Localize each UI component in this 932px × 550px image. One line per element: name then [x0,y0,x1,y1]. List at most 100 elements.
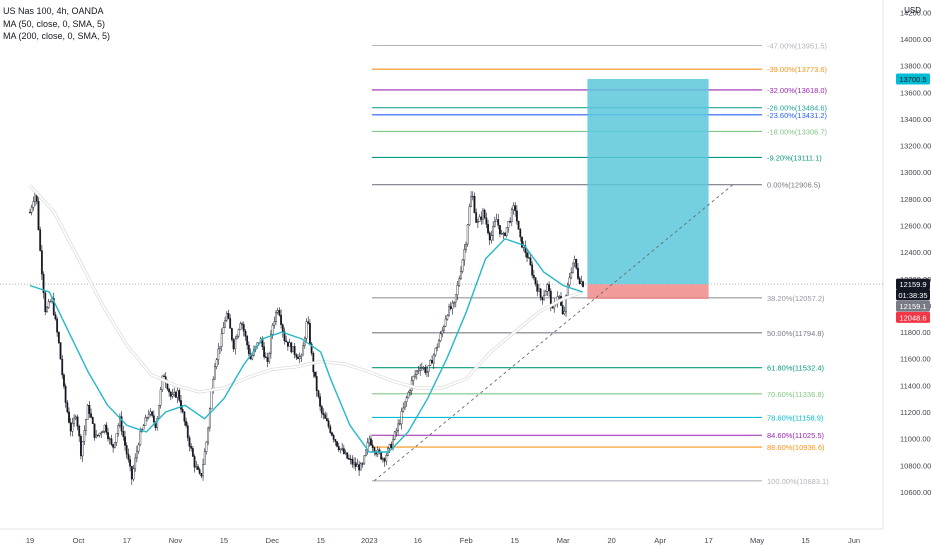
fib-level-label: 38.20%(12057.2) [767,294,825,303]
candle-body [432,354,435,364]
candle-body [426,371,428,373]
candle-body [149,411,152,415]
candle-body [74,416,77,419]
candle-body [195,466,198,468]
candle-body [246,336,249,346]
candle-body [361,463,364,465]
candle-body [90,413,92,418]
candle-body [371,444,374,448]
candle-body [510,209,513,223]
price-tick-label: 11600.00 [900,355,931,364]
candle-body [142,425,145,430]
candle-body [91,417,94,424]
candle-body [103,424,106,432]
candle-body [322,413,325,416]
candle-body [300,354,303,357]
candle-body [176,390,179,398]
candle-body [461,259,464,272]
candles [29,190,584,485]
candle-body [178,390,181,401]
candle-body [37,201,40,230]
candle-body [493,221,496,227]
candle-body [263,346,266,358]
price-tags: 13700.5 12159.9 01:38:35 12159.1 12048.6 [896,73,930,323]
candle-body [398,423,401,425]
ma200-legend[interactable]: MA (200, close, 0, SMA, 5) [3,31,111,41]
candle-body [414,374,416,377]
chart-title[interactable]: US Nas 100, 4h, OANDA [3,6,104,16]
candle-body [227,313,230,319]
candle-body [531,264,534,276]
fib-level-label: -23.60%(13431.2) [767,111,828,120]
price-tag-label: 12159.9 [899,280,926,289]
time-tick-label: 19 [26,536,34,545]
candle-body [76,416,79,427]
price-tag-label: 01:38:35 [898,291,927,300]
candle-body [478,216,481,222]
candle-body [573,258,576,264]
candle-body [42,273,45,294]
time-tick-label: 17 [704,536,712,545]
candle-body [81,441,84,457]
candle-body [203,451,206,465]
candle-body [191,448,194,457]
candle-body [536,283,539,292]
candle-body [577,267,579,279]
price-tick-label: 11000.00 [900,435,931,444]
candle-body [68,411,70,423]
fib-level-label: -9.20%(13111.1) [767,153,822,162]
candle-body [144,417,147,426]
candle-body [314,371,316,377]
candle-body [502,232,505,235]
candle-body [490,235,493,241]
price-tick-label: 11400.00 [900,381,931,390]
fib-level-label: -32.00%(13618.0) [767,86,828,95]
candle-body [79,435,82,457]
candle-body [443,326,445,331]
fibonacci-retracement[interactable]: -47.00%(13951.5) -39.00%(13773.6) -32.00%(… [372,42,829,486]
candle-body [61,358,64,376]
candle-body [66,402,69,413]
ma50-legend[interactable]: MA (50, close, 0, SMA, 5) [3,19,106,29]
stop-zone[interactable] [587,284,709,299]
candle-body [151,411,154,416]
candle-body [336,441,338,447]
candle-body [239,323,242,330]
candle-body [108,438,111,440]
candle-body [293,346,296,355]
candle-body [241,323,243,325]
candle-body [236,336,238,340]
candle-body [107,432,109,440]
price-tag [896,289,930,301]
candle-body [215,359,218,367]
target-zone[interactable] [587,78,709,285]
candle-body [402,407,405,412]
candle-body [570,272,573,279]
candle-body [288,342,291,347]
candle-body [337,446,340,451]
candle-body [327,420,330,427]
candle-body [473,195,476,213]
candle-body [134,457,137,470]
candle-body [420,367,423,369]
time-axis[interactable]: 19 Oct 17 Nov 15 Dec 15 2023 16 Feb 15 Mar 20 Apr 17 Ma… [26,536,860,545]
candle-body [264,356,267,358]
candle-body [544,290,547,296]
candle-body [54,314,57,320]
candle-body [417,369,420,372]
candle-body [475,212,478,223]
candle-body [171,394,174,397]
candle-body [295,354,298,358]
candle-body [220,333,223,347]
candle-body [309,323,311,345]
candle-body [222,327,225,334]
candle-body [480,216,483,220]
candle-body [57,331,60,343]
candle-body [454,294,457,303]
candle-body [286,341,289,347]
fib-level-label: 84.60%(11025.5) [767,431,824,440]
candle-body [514,205,517,212]
candle-body [188,437,191,447]
long-position-tool[interactable] [587,78,709,299]
